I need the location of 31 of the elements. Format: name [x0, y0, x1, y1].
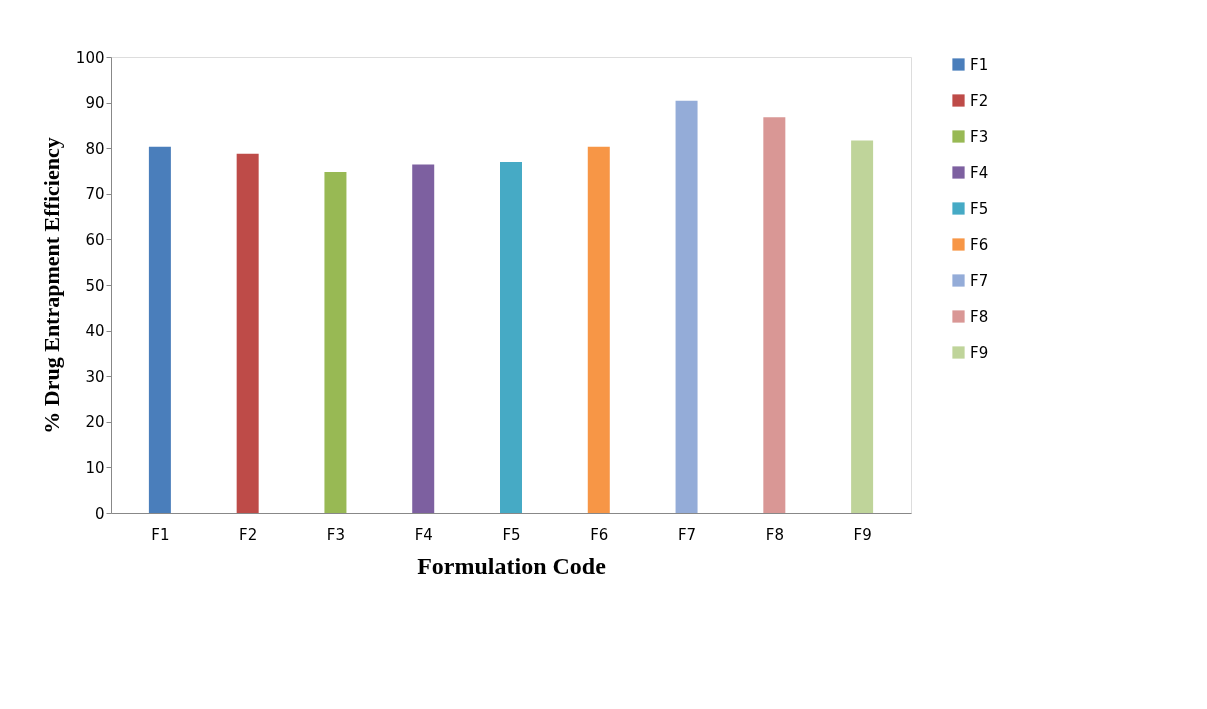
- x-tick-label: F8: [765, 525, 784, 544]
- y-tick-label: 40: [85, 322, 105, 341]
- y-tick-label: 60: [85, 230, 105, 249]
- y-tick-label: 30: [85, 367, 105, 386]
- y-tick-label: 70: [85, 185, 105, 204]
- legend-label: F4: [970, 163, 989, 182]
- x-tick-label: F6: [590, 525, 609, 544]
- y-tick-label: 10: [85, 458, 105, 477]
- legend-label: F6: [970, 235, 989, 254]
- y-tick-label: 80: [85, 139, 105, 158]
- y-tick-label: 0: [94, 504, 105, 523]
- x-tick-label: F7: [677, 525, 697, 544]
- y-tick-label: 50: [85, 276, 105, 295]
- x-axis-title: Formulation Code: [417, 552, 607, 579]
- y-tick-label: 100: [75, 48, 105, 67]
- x-tick-label: F9: [853, 525, 872, 544]
- x-tick-label: F5: [502, 525, 521, 544]
- legend-label: F7: [970, 271, 989, 290]
- legend-label: F9: [970, 343, 989, 362]
- x-tick-label: F4: [414, 525, 433, 544]
- y-tick-label: 20: [85, 413, 105, 432]
- y-tick-label: 90: [85, 94, 105, 113]
- y-axis-title: % Drug Entrapment Efficiency: [38, 137, 64, 434]
- legend-label: F3: [970, 127, 989, 146]
- x-tick-label: F2: [239, 525, 258, 544]
- legend-label: F8: [970, 307, 989, 326]
- legend-label: F5: [970, 199, 989, 218]
- legend-label: F1: [970, 55, 989, 74]
- legend-label: F2: [970, 91, 989, 110]
- x-tick-label: F1: [151, 525, 170, 544]
- x-tick-label: F3: [326, 525, 346, 544]
